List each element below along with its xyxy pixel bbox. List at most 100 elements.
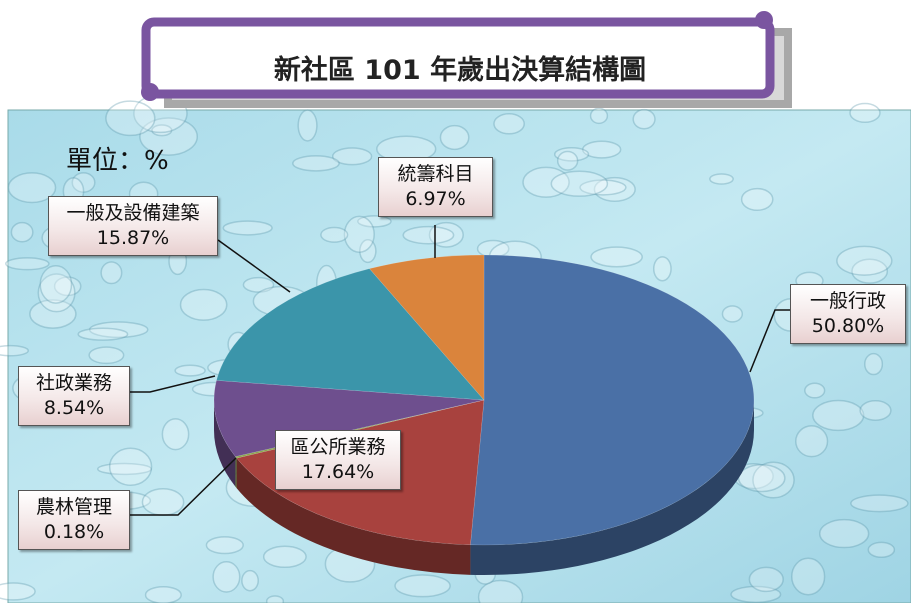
water-drop [748, 566, 784, 593]
water-drop [161, 418, 190, 451]
water-drop [0, 582, 36, 601]
water-drop [297, 109, 318, 142]
slice-side [235, 456, 237, 489]
value-label: 15.87% [96, 227, 170, 249]
water-drop [632, 108, 656, 130]
water-drop [867, 541, 896, 558]
water-drop [804, 382, 826, 399]
water-drop [593, 176, 636, 202]
data-label: 一般及設備建築 15.87% [48, 196, 218, 256]
water-drop [242, 276, 275, 293]
slice-side [214, 400, 236, 487]
water-drop [581, 140, 622, 159]
slice [470, 254, 755, 546]
leader-line [130, 457, 237, 516]
water-drop [212, 561, 241, 593]
water-drop [139, 117, 198, 156]
water-drop [864, 352, 884, 376]
water-drop [836, 245, 893, 276]
water-drop [7, 172, 57, 204]
data-label: 社政業務 8.54% [18, 366, 130, 426]
water-drop [222, 220, 273, 236]
water-drop [262, 545, 307, 569]
water-drop [100, 261, 123, 285]
water-drop [791, 557, 826, 596]
water-drop [141, 488, 185, 517]
water-drop [752, 461, 795, 499]
value-label: 50.80% [811, 315, 885, 337]
water-drop [331, 147, 373, 166]
water-drop [493, 113, 525, 135]
water-drop [402, 225, 455, 245]
category-label: 一般行政 [809, 290, 886, 312]
category-label: 社政業務 [35, 372, 112, 394]
pie [213, 254, 755, 575]
unit-label: 單位：% [66, 146, 169, 176]
water-drop [105, 100, 156, 137]
water-drop [851, 258, 889, 284]
water-drop [39, 264, 73, 304]
value-label: 0.18% [43, 521, 105, 543]
data-label: 一般行政 50.80% [790, 284, 906, 344]
category-label: 統籌科目 [397, 163, 474, 185]
water-drop [812, 399, 865, 432]
slice-side [236, 458, 471, 575]
data-label: 區公所業務 17.64% [275, 430, 401, 490]
water-drop [579, 179, 627, 196]
water-drop [320, 226, 349, 243]
water-drop [849, 102, 881, 124]
water-drop [553, 147, 590, 162]
water-drop [590, 246, 643, 268]
value-label: 8.54% [43, 397, 105, 419]
water-drop [818, 518, 870, 549]
water-drop [174, 364, 206, 377]
water-drop [428, 221, 464, 248]
water-drop [108, 447, 153, 486]
category-label: 區公所業務 [290, 436, 386, 458]
water-drop [850, 494, 909, 513]
water-drop [477, 579, 524, 603]
water-drop [653, 256, 672, 282]
slice-side [470, 400, 754, 575]
water-drop [179, 288, 228, 321]
water-drop [359, 239, 377, 264]
water-drop [0, 344, 29, 357]
leader-line [217, 239, 291, 293]
water-drop [394, 574, 451, 598]
water-drop [292, 155, 340, 172]
leader-lines [130, 225, 790, 516]
water-drop [522, 166, 570, 198]
title-scroll [141, 83, 159, 101]
water-drop [97, 462, 152, 476]
water-drop [730, 585, 782, 603]
water-drop [357, 215, 392, 228]
water-drop [241, 569, 259, 592]
title-scroll [755, 11, 773, 29]
water-drop [550, 170, 609, 197]
water-drop [205, 536, 244, 555]
water-drop [88, 321, 149, 339]
title-frame [141, 17, 775, 99]
water-drop [71, 172, 96, 193]
water-drop [265, 595, 285, 603]
water-drop [737, 464, 786, 493]
water-drop [343, 215, 375, 253]
slice [216, 268, 485, 401]
water-drop [709, 173, 734, 185]
leader-line [130, 375, 216, 393]
water-drop [144, 585, 182, 603]
water-drop [795, 425, 829, 458]
water-drop [10, 221, 34, 243]
water-drop [88, 346, 125, 365]
water-drop [77, 327, 129, 341]
slice [369, 254, 485, 401]
category-label: 一般及設備建築 [66, 202, 200, 224]
value-label: 17.64% [301, 461, 375, 483]
category-label: 農林管理 [35, 496, 112, 518]
water-drop [53, 276, 82, 297]
water-drop [859, 400, 892, 421]
chart-title: 新社區 101 年歲出決算結構圖 [273, 55, 647, 86]
water-drop [29, 299, 77, 329]
